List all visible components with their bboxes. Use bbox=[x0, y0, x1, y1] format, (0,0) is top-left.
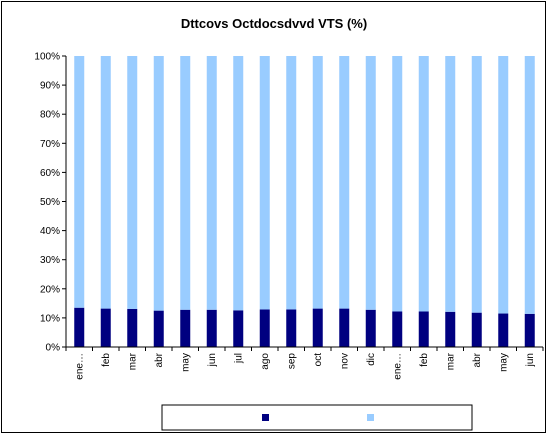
bar-series1-2 bbox=[127, 308, 138, 347]
bar-series2-2 bbox=[127, 56, 138, 309]
y-tick-label: 20% bbox=[40, 284, 60, 295]
bar-series1-12 bbox=[392, 311, 403, 347]
bar-series1-3 bbox=[153, 310, 164, 348]
bar-series2-13 bbox=[418, 56, 429, 312]
legend-swatch-1 bbox=[262, 414, 269, 421]
x-tick-label: feb bbox=[419, 353, 430, 367]
bar-series2-0 bbox=[74, 56, 85, 308]
x-tick-label: nov bbox=[339, 353, 350, 369]
bar-series2-6 bbox=[233, 56, 244, 311]
bar-series1-16 bbox=[498, 313, 509, 347]
y-tick-label: 70% bbox=[40, 139, 60, 150]
bar-series1-8 bbox=[286, 309, 297, 347]
y-tick-label: 50% bbox=[40, 197, 60, 208]
x-tick-label: sep bbox=[286, 353, 297, 370]
bar-series1-0 bbox=[74, 307, 85, 347]
y-tick-label: 30% bbox=[40, 255, 60, 266]
x-tick-label: ago bbox=[260, 353, 271, 370]
bar-series2-11 bbox=[365, 56, 376, 310]
bars-group bbox=[74, 56, 535, 348]
y-tick-label: 100% bbox=[34, 52, 60, 63]
x-tick-label: mar bbox=[127, 352, 138, 370]
x-tick-label: mar bbox=[445, 352, 456, 370]
bar-series1-11 bbox=[365, 309, 376, 347]
x-tick-label: oct bbox=[313, 353, 324, 367]
x-tick-label: may bbox=[498, 353, 509, 372]
bar-series1-14 bbox=[445, 311, 456, 347]
y-tick-label: 60% bbox=[40, 168, 60, 179]
y-tick-label: 10% bbox=[40, 313, 60, 324]
legend-swatch-2 bbox=[367, 414, 374, 421]
x-tick-label: may bbox=[180, 353, 191, 372]
bar-series2-15 bbox=[471, 56, 482, 313]
bar-series2-12 bbox=[392, 56, 403, 312]
x-tick-label: jun bbox=[207, 353, 218, 367]
x-tick-label: jun bbox=[525, 353, 536, 367]
bar-series2-16 bbox=[498, 56, 509, 314]
bar-series2-4 bbox=[180, 56, 191, 310]
x-tick-label: ene… bbox=[74, 353, 85, 380]
bar-series2-7 bbox=[259, 56, 270, 310]
x-tick-label: jul bbox=[233, 353, 244, 364]
x-tick-label: abr bbox=[154, 352, 165, 367]
y-ticks-group: 0% 10% 20% 30% 40% 50% 60% 70% 80% 90% 100% bbox=[34, 52, 66, 354]
bar-series1-7 bbox=[259, 309, 270, 347]
plot-area bbox=[66, 56, 543, 347]
bar-series1-1 bbox=[100, 308, 111, 347]
y-tick-label: 90% bbox=[40, 81, 60, 92]
bar-series1-6 bbox=[233, 310, 244, 347]
bar-series2-14 bbox=[445, 56, 456, 312]
bar-series2-3 bbox=[153, 56, 164, 311]
bar-series2-10 bbox=[339, 56, 350, 309]
x-tick-label: feb bbox=[101, 353, 112, 367]
y-tick-label: 80% bbox=[40, 110, 60, 121]
y-tick-label: 0% bbox=[46, 343, 61, 354]
bar-series2-8 bbox=[286, 56, 297, 310]
legend-group bbox=[262, 414, 374, 421]
x-tick-label: ene… bbox=[392, 353, 403, 380]
bar-series1-10 bbox=[339, 308, 350, 347]
bar-series1-13 bbox=[418, 311, 429, 347]
bar-series2-9 bbox=[312, 56, 323, 309]
x-tick-label: dic bbox=[366, 353, 377, 366]
y-tick-label: 40% bbox=[40, 226, 60, 237]
bar-series2-17 bbox=[524, 56, 535, 314]
bar-series1-9 bbox=[312, 308, 323, 347]
bar-series1-5 bbox=[206, 309, 217, 347]
legend-box bbox=[161, 404, 473, 431]
bar-series1-17 bbox=[524, 313, 535, 347]
bar-series2-5 bbox=[206, 56, 217, 310]
bar-series2-1 bbox=[100, 56, 111, 309]
bar-series1-4 bbox=[180, 309, 191, 347]
chart-title: Dttcovs Octdocsdvvd VTS (%) bbox=[180, 16, 368, 31]
bar-series1-15 bbox=[471, 312, 482, 347]
x-tick-label: abr bbox=[472, 352, 483, 367]
x-ticks-group: ene… feb mar abr may jun jul ago sep oct nov dic ene… bbox=[65, 347, 544, 380]
